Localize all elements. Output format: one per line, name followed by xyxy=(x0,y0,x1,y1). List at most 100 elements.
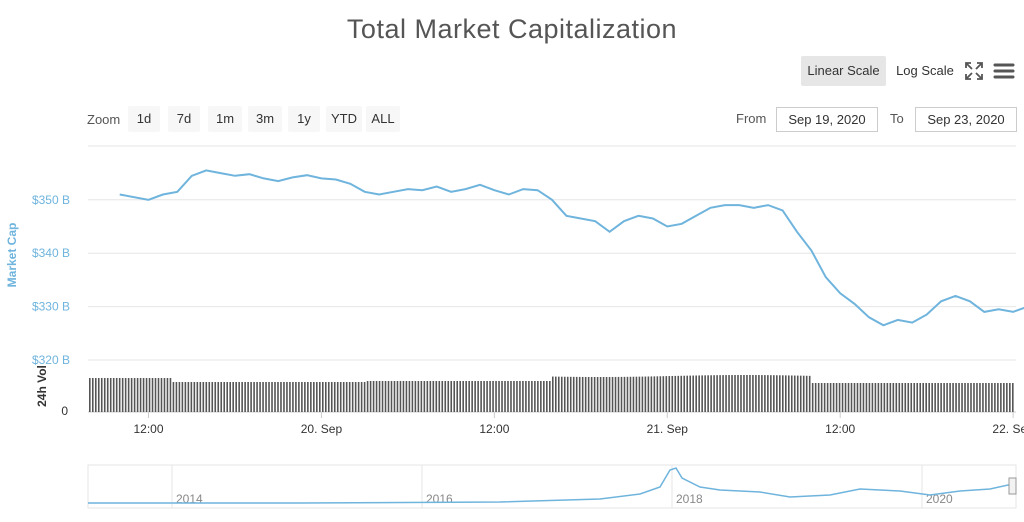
zoom-1d-button[interactable]: 1d xyxy=(128,106,160,132)
volume-bar xyxy=(232,382,234,412)
volume-bar xyxy=(471,381,473,412)
volume-bar xyxy=(764,375,766,412)
volume-bar xyxy=(647,376,650,412)
to-date-input[interactable]: Sep 23, 2020 xyxy=(915,107,1017,132)
zoom-3m-button[interactable]: 3m xyxy=(248,106,282,132)
volume-bar xyxy=(889,383,892,412)
volume-bar xyxy=(259,382,261,412)
volume-bar xyxy=(874,383,877,412)
volume-bar xyxy=(450,381,453,412)
volume-bar xyxy=(112,378,115,412)
volume-bar xyxy=(713,375,715,412)
volume-bar xyxy=(662,376,665,412)
volume-bar xyxy=(333,382,336,412)
volume-bar xyxy=(749,375,751,412)
linear-scale-button[interactable]: Linear Scale xyxy=(801,56,886,86)
fullscreen-icon[interactable] xyxy=(964,61,984,81)
volume-bar xyxy=(286,382,288,412)
volume-bar xyxy=(498,381,500,412)
volume-bar xyxy=(557,376,560,412)
navigator-series xyxy=(88,467,1015,504)
volume-bar xyxy=(543,381,545,412)
volume-bar xyxy=(919,383,922,412)
volume-bar xyxy=(611,376,614,412)
volume-bar xyxy=(357,382,360,412)
volume-bar xyxy=(393,381,396,412)
volume-bar xyxy=(148,378,151,412)
volume-bar xyxy=(351,382,354,412)
volume-bar xyxy=(859,383,862,412)
volume-bar xyxy=(339,382,342,412)
volume-bar xyxy=(569,376,572,412)
volume-bar xyxy=(459,381,461,412)
volume-bar xyxy=(417,381,420,412)
volume-bar xyxy=(997,383,999,412)
volume-bar xyxy=(913,383,916,412)
y-tick-label: $330 B xyxy=(32,300,70,314)
volume-bar xyxy=(124,378,127,412)
volume-bar xyxy=(964,383,966,412)
volume-bar xyxy=(659,376,662,412)
volume-bar xyxy=(435,381,438,412)
volume-bar xyxy=(656,376,659,412)
volume-bar xyxy=(127,378,130,412)
volume-bar xyxy=(758,375,760,412)
volume-bar xyxy=(575,376,578,412)
volume-bar xyxy=(298,382,300,412)
volume-bar xyxy=(901,383,904,412)
volume-bar xyxy=(510,381,512,412)
volume-bar xyxy=(513,381,515,412)
log-scale-button[interactable]: Log Scale xyxy=(896,63,954,78)
volume-bar xyxy=(100,378,103,412)
zoom-7d-button[interactable]: 7d xyxy=(168,106,200,132)
volume-bar xyxy=(928,383,930,412)
volume-bar xyxy=(898,383,901,412)
volume-bar xyxy=(94,378,97,412)
zoom-ytd-button[interactable]: YTD xyxy=(326,106,362,132)
volume-bar xyxy=(193,382,196,412)
volume-bar xyxy=(486,381,488,412)
volume-bar xyxy=(399,381,402,412)
volume-bar xyxy=(175,382,178,412)
chart-title: Total Market Capitalization xyxy=(346,14,678,44)
volume-bar xyxy=(937,383,939,412)
volume-bar xyxy=(623,376,626,412)
zoom-1y-button[interactable]: 1y xyxy=(288,106,320,132)
volume-bar xyxy=(865,383,868,412)
volume-bar xyxy=(922,383,924,412)
volume-bar xyxy=(483,381,485,412)
market-cap-line xyxy=(119,169,1024,327)
menu-icon[interactable] xyxy=(993,61,1015,81)
volume-bar xyxy=(414,381,417,412)
volume-bar xyxy=(805,375,808,412)
volume-bar xyxy=(546,381,548,412)
volume-bar xyxy=(217,382,220,412)
navigator-year-label: 2016 xyxy=(426,492,453,506)
volume-bar xyxy=(1012,383,1014,412)
volume-bar xyxy=(799,375,802,412)
volume-bar xyxy=(223,382,226,412)
volume-bar xyxy=(441,381,444,412)
volume-bar xyxy=(958,383,960,412)
volume-bar xyxy=(139,378,142,412)
volume-bar xyxy=(307,382,309,412)
volume-bar xyxy=(572,376,575,412)
volume-bar xyxy=(420,381,423,412)
volume-bar xyxy=(731,375,733,412)
volume-bar xyxy=(519,381,521,412)
volume-bar xyxy=(489,381,491,412)
volume-bar xyxy=(584,376,587,412)
volume-bar xyxy=(336,382,339,412)
volume-bar xyxy=(522,381,524,412)
volume-bar xyxy=(793,375,796,412)
zoom-1m-button[interactable]: 1m xyxy=(208,106,242,132)
volume-bar xyxy=(779,375,781,412)
from-date-input[interactable]: Sep 19, 2020 xyxy=(776,107,878,132)
to-label: To xyxy=(890,111,904,126)
volume-bar xyxy=(103,378,106,412)
zoom-all-button[interactable]: ALL xyxy=(366,106,400,132)
volume-bar xyxy=(853,383,856,412)
volume-bar xyxy=(626,376,629,412)
volume-bar xyxy=(755,375,757,412)
